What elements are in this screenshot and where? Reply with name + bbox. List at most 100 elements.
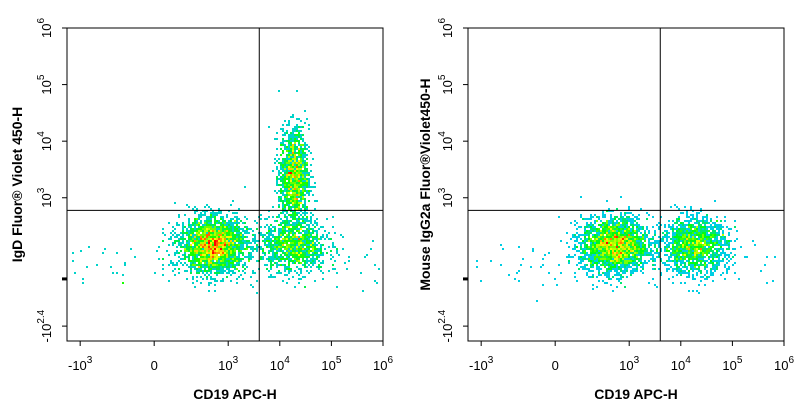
event-dot — [616, 244, 618, 246]
event-dot — [706, 248, 708, 250]
event-dot — [238, 226, 240, 228]
event-dot — [312, 224, 314, 226]
event-dot — [242, 278, 244, 280]
event-dot — [608, 250, 610, 252]
event-dot — [716, 236, 718, 238]
event-dot — [690, 252, 692, 254]
event-dot — [300, 184, 302, 186]
event-dot — [282, 264, 284, 266]
event-dot — [688, 232, 690, 234]
event-dot — [576, 264, 578, 266]
event-dot — [242, 240, 244, 242]
event-dot — [690, 206, 692, 208]
event-dot — [716, 254, 718, 256]
event-dot — [714, 226, 716, 228]
event-dot — [608, 228, 610, 230]
event-dot — [626, 254, 628, 256]
event-dot — [554, 278, 556, 280]
event-dot — [698, 254, 700, 256]
event-dot — [624, 252, 626, 254]
event-dot — [272, 276, 274, 278]
event-dot — [192, 222, 194, 224]
event-dot — [610, 228, 612, 230]
event-dot — [682, 230, 684, 232]
event-dot — [616, 256, 618, 258]
event-dot — [282, 130, 284, 132]
event-dot — [306, 230, 308, 232]
event-dot — [676, 266, 678, 268]
event-dot — [296, 146, 298, 148]
event-dot — [294, 200, 296, 202]
y-tick-label: 106 — [437, 18, 455, 38]
event-dot — [296, 222, 298, 224]
event-dot — [214, 262, 216, 264]
event-dot — [642, 234, 644, 236]
event-dot — [622, 230, 624, 232]
event-dot — [566, 232, 568, 234]
event-dot — [196, 272, 198, 274]
event-dot — [290, 166, 292, 168]
event-dot — [622, 272, 624, 274]
event-dot — [274, 158, 276, 160]
event-dot — [602, 236, 604, 238]
event-dot — [650, 244, 652, 246]
event-dot — [718, 248, 720, 250]
event-dot — [282, 134, 284, 136]
event-dot — [716, 224, 718, 226]
event-dot — [716, 240, 718, 242]
event-dot — [228, 222, 230, 224]
event-dot — [286, 124, 288, 126]
event-dot — [706, 216, 708, 218]
event-dot — [182, 222, 184, 224]
event-dot — [702, 258, 704, 260]
event-dot — [290, 248, 292, 250]
event-dot — [326, 234, 328, 236]
event-dot — [234, 234, 236, 236]
event-dot — [298, 136, 300, 138]
event-dot — [282, 124, 284, 126]
event-dot — [178, 214, 180, 216]
event-dot — [300, 246, 302, 248]
event-dot — [624, 232, 626, 234]
event-dot — [306, 250, 308, 252]
event-dot — [214, 220, 216, 222]
event-dot — [294, 192, 296, 194]
event-dot — [294, 128, 296, 130]
event-dot — [652, 256, 654, 258]
event-dot — [220, 268, 222, 270]
event-dot — [574, 276, 576, 278]
event-dot — [228, 248, 230, 250]
event-dot — [212, 228, 214, 230]
event-dot — [772, 280, 774, 282]
event-dot — [584, 218, 586, 220]
event-dot — [668, 268, 670, 270]
event-dot — [588, 256, 590, 258]
event-dot — [296, 208, 298, 210]
event-dot — [536, 300, 538, 302]
event-dot — [302, 260, 304, 262]
event-dot — [204, 244, 206, 246]
event-dot — [578, 226, 580, 228]
event-dot — [196, 280, 198, 282]
event-dot — [682, 260, 684, 262]
event-dot — [268, 236, 270, 238]
event-dot — [672, 220, 674, 222]
event-dot — [216, 232, 218, 234]
event-dot — [298, 282, 300, 284]
event-dot — [278, 240, 280, 242]
event-dot — [278, 260, 280, 262]
event-dot — [276, 148, 278, 150]
event-dot — [290, 202, 292, 204]
event-dot — [578, 236, 580, 238]
event-dot — [208, 270, 210, 272]
event-dot — [620, 234, 622, 236]
event-dot — [300, 196, 302, 198]
event-dot — [280, 188, 282, 190]
event-dot — [204, 236, 206, 238]
event-dot — [736, 238, 738, 240]
event-dot — [674, 232, 676, 234]
event-dot — [336, 286, 338, 288]
event-dot — [286, 240, 288, 242]
event-dot — [186, 248, 188, 250]
event-dot — [616, 248, 618, 250]
